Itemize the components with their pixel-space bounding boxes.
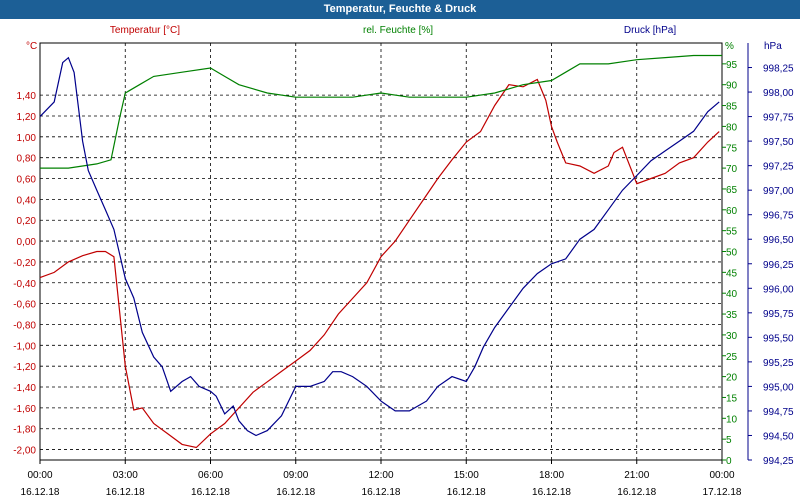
humidity-tick-label: 60 [726, 206, 738, 217]
temp-tick-label: -1,00 [13, 341, 36, 352]
pressure-tick-label: 997,25 [763, 162, 794, 173]
humidity-unit-label: % [725, 41, 734, 52]
temp-tick-label: -1,40 [13, 383, 36, 394]
x-tick-label-date: 16.12.18 [362, 487, 401, 498]
x-tick-label-date: 16.12.18 [447, 487, 486, 498]
temp-tick-label: 0,00 [17, 237, 37, 248]
pressure-tick-label: 995,00 [763, 382, 794, 393]
temp-tick-label: -2,00 [13, 446, 36, 457]
pressure-tick-label: 997,75 [763, 113, 794, 124]
humidity-tick-label: 40 [726, 289, 738, 300]
humidity-tick-label: 55 [726, 227, 738, 238]
temp-tick-label: -1,60 [13, 404, 36, 415]
humidity-tick-label: 25 [726, 352, 738, 363]
pressure-tick-label: 995,75 [763, 309, 794, 320]
pressure-tick-label: 997,00 [763, 186, 794, 197]
pressure-tick-label: 998,00 [763, 88, 794, 99]
x-tick-label-date: 16.12.18 [191, 487, 230, 498]
x-tick-label-time: 00:00 [709, 470, 734, 481]
humidity-tick-label: 85 [726, 102, 738, 113]
pressure-tick-label: 996,00 [763, 284, 794, 295]
temp-axis-title: Temperatur [°C] [110, 25, 180, 36]
temp-tick-label: 1,40 [17, 91, 37, 102]
temp-tick-label: -0,60 [13, 300, 36, 311]
humidity-tick-label: 75 [726, 143, 738, 154]
pressure-unit-label: hPa [764, 41, 782, 52]
x-tick-label-time: 12:00 [368, 470, 393, 481]
temp-tick-label: -1,80 [13, 425, 36, 436]
x-tick-label-time: 09:00 [283, 470, 308, 481]
x-tick-label-date: 17.12.18 [703, 487, 742, 498]
humidity-axis-title: rel. Feuchte [%] [363, 25, 433, 36]
series-line-temperature [39, 78, 720, 449]
temp-tick-label: -0,80 [13, 320, 36, 331]
pressure-tick-label: 995,50 [763, 333, 794, 344]
x-tick-label-time: 15:00 [454, 470, 479, 481]
chart-title: Temperatur, Feuchte & Druck [0, 0, 800, 19]
pressure-tick-label: 998,25 [763, 64, 794, 75]
humidity-tick-label: 95 [726, 60, 738, 71]
temp-tick-label: 1,20 [17, 112, 37, 123]
temp-tick-label: -0,40 [13, 279, 36, 290]
x-tick-label-time: 21:00 [624, 470, 649, 481]
temp-tick-label: -0,20 [13, 258, 36, 269]
humidity-tick-label: 15 [726, 393, 738, 404]
x-tick-label-date: 16.12.18 [21, 487, 60, 498]
x-tick-label-date: 16.12.18 [617, 487, 656, 498]
pressure-tick-label: 994,25 [763, 456, 794, 467]
humidity-tick-label: 30 [726, 331, 738, 342]
pressure-tick-label: 996,25 [763, 260, 794, 271]
x-tick-label-date: 16.12.18 [106, 487, 145, 498]
humidity-tick-label: 20 [726, 373, 738, 384]
humidity-tick-label: 5 [726, 435, 732, 446]
humidity-tick-label: 90 [726, 81, 738, 92]
x-tick-label-time: 00:00 [27, 470, 52, 481]
temp-tick-label: -1,20 [13, 362, 36, 373]
temp-tick-label: 1,00 [17, 133, 37, 144]
humidity-tick-label: 35 [726, 310, 738, 321]
pressure-axis-title: Druck [hPa] [624, 25, 676, 36]
pressure-tick-label: 997,50 [763, 137, 794, 148]
series-line-pressure [39, 56, 720, 437]
pressure-tick-label: 994,50 [763, 431, 794, 442]
x-tick-label-time: 18:00 [539, 470, 564, 481]
x-tick-label-time: 06:00 [198, 470, 223, 481]
temp-tick-label: 0,80 [17, 154, 37, 165]
temp-tick-label: 0,60 [17, 175, 37, 186]
x-tick-label-date: 16.12.18 [532, 487, 571, 498]
series-line-humidity [40, 54, 722, 169]
x-tick-label-time: 03:00 [113, 470, 138, 481]
humidity-tick-label: 50 [726, 248, 738, 259]
humidity-tick-label: 70 [726, 164, 738, 175]
humidity-tick-label: 80 [726, 122, 738, 133]
pressure-tick-label: 996,75 [763, 211, 794, 222]
humidity-tick-label: 0 [726, 456, 732, 467]
humidity-tick-label: 65 [726, 185, 738, 196]
temp-tick-label: 0,40 [17, 195, 37, 206]
temp-tick-label: 0,20 [17, 216, 37, 227]
pressure-tick-label: 996,50 [763, 235, 794, 246]
humidity-tick-label: 10 [726, 414, 738, 425]
humidity-tick-label: 45 [726, 268, 738, 279]
x-tick-label-date: 16.12.18 [276, 487, 315, 498]
temp-unit-label: °C [26, 41, 37, 52]
pressure-tick-label: 995,25 [763, 358, 794, 369]
pressure-tick-label: 994,75 [763, 407, 794, 418]
